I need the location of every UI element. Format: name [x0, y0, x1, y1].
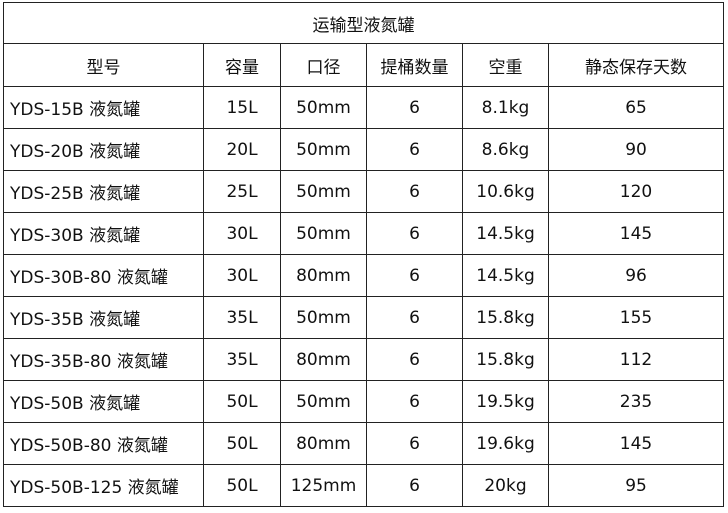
table-cell: YDS-30B 液氮罐 — [3, 212, 204, 255]
table-cell: 50mm — [280, 296, 367, 339]
table-cell: 235 — [547, 380, 725, 423]
column-header: 静态保存天数 — [547, 43, 725, 87]
table-cell: 50L — [203, 380, 281, 423]
table-cell: 20kg — [462, 464, 549, 507]
table-cell: 145 — [547, 422, 725, 465]
table-cell: YDS-50B-125 液氮罐 — [3, 464, 204, 507]
table-cell: 50mm — [280, 86, 367, 129]
table-cell: 50mm — [280, 212, 367, 255]
table-cell: 6 — [366, 212, 463, 255]
table-cell: 155 — [547, 296, 725, 339]
table-cell: YDS-50B-80 液氮罐 — [3, 422, 204, 465]
table-cell: YDS-30B-80 液氮罐 — [3, 254, 204, 297]
column-header: 空重 — [462, 43, 549, 87]
header-row: 型号 容量 口径 提桶数量 空重 静态保存天数 — [3, 43, 725, 87]
table-row: YDS-30B-80 液氮罐 30L 80mm 6 14.5kg 96 — [3, 254, 725, 297]
table-cell: 8.1kg — [462, 86, 549, 129]
table-cell: 80mm — [280, 254, 367, 297]
column-header: 口径 — [280, 43, 367, 87]
table-cell: 50mm — [280, 380, 367, 423]
table-title: 运输型液氮罐 — [2, 2, 725, 44]
table-cell: 6 — [366, 464, 463, 507]
table-cell: 6 — [366, 338, 463, 381]
table-row: YDS-20B 液氮罐 20L 50mm 6 8.6kg 90 — [3, 128, 725, 171]
table-cell: 120 — [547, 170, 725, 213]
table-row: YDS-15B 液氮罐 15L 50mm 6 8.1kg 65 — [3, 86, 725, 129]
table-cell: 30L — [203, 212, 281, 255]
table-cell: 90 — [547, 128, 725, 171]
table-cell: 96 — [547, 254, 725, 297]
table-cell: 6 — [366, 380, 463, 423]
table-cell: 8.6kg — [462, 128, 549, 171]
column-header: 容量 — [203, 43, 281, 87]
table-cell: 50mm — [280, 170, 367, 213]
table-row: YDS-35B 液氮罐 35L 50mm 6 15.8kg 155 — [3, 296, 725, 339]
table-cell: 125mm — [280, 464, 367, 507]
table-row: YDS-50B 液氮罐 50L 50mm 6 19.5kg 235 — [3, 380, 725, 423]
table-cell: 50L — [203, 422, 281, 465]
table-cell: 35L — [203, 338, 281, 381]
table-cell: 15.8kg — [462, 338, 549, 381]
table-cell: 80mm — [280, 422, 367, 465]
table-cell: 6 — [366, 254, 463, 297]
title-row: 运输型液氮罐 — [2, 2, 725, 44]
table-cell: 19.5kg — [462, 380, 549, 423]
table-cell: 6 — [366, 170, 463, 213]
table-cell: 50L — [203, 464, 281, 507]
table-cell: 19.6kg — [462, 422, 549, 465]
table-cell: 30L — [203, 254, 281, 297]
table-cell: 6 — [366, 296, 463, 339]
table-row: YDS-25B 液氮罐 25L 50mm 6 10.6kg 120 — [3, 170, 725, 213]
table-cell: 6 — [366, 128, 463, 171]
table-cell: 6 — [366, 422, 463, 465]
table-cell: 145 — [547, 212, 725, 255]
table-cell: YDS-15B 液氮罐 — [3, 86, 204, 129]
column-header: 提桶数量 — [366, 43, 463, 87]
table-cell: 112 — [547, 338, 725, 381]
table-cell: 14.5kg — [462, 212, 549, 255]
table-cell: 95 — [547, 464, 725, 507]
table-cell: 14.5kg — [462, 254, 549, 297]
table-row: YDS-35B-80 液氮罐 35L 80mm 6 15.8kg 112 — [3, 338, 725, 381]
table-cell: 50mm — [280, 128, 367, 171]
table-cell: 15.8kg — [462, 296, 549, 339]
table-row: YDS-50B-125 液氮罐 50L 125mm 6 20kg 95 — [3, 464, 725, 507]
spec-table: 运输型液氮罐 型号 容量 口径 提桶数量 空重 静态保存天数 YDS-15B 液氮罐 15L… — [2, 2, 725, 507]
table-cell: 10.6kg — [462, 170, 549, 213]
table-cell: 15L — [203, 86, 281, 129]
table-row: YDS-30B 液氮罐 30L 50mm 6 14.5kg 145 — [3, 212, 725, 255]
table-cell: YDS-25B 液氮罐 — [3, 170, 204, 213]
table-cell: 20L — [203, 128, 281, 171]
table-cell: 35L — [203, 296, 281, 339]
table-cell: YDS-35B-80 液氮罐 — [3, 338, 204, 381]
table-cell: YDS-50B 液氮罐 — [3, 380, 204, 423]
table-cell: 65 — [547, 86, 725, 129]
table-cell: YDS-35B 液氮罐 — [3, 296, 204, 339]
column-header: 型号 — [3, 43, 204, 87]
table-cell: 6 — [366, 86, 463, 129]
table-cell: YDS-20B 液氮罐 — [3, 128, 204, 171]
table-row: YDS-50B-80 液氮罐 50L 80mm 6 19.6kg 145 — [3, 422, 725, 465]
table-cell: 80mm — [280, 338, 367, 381]
table-cell: 25L — [203, 170, 281, 213]
